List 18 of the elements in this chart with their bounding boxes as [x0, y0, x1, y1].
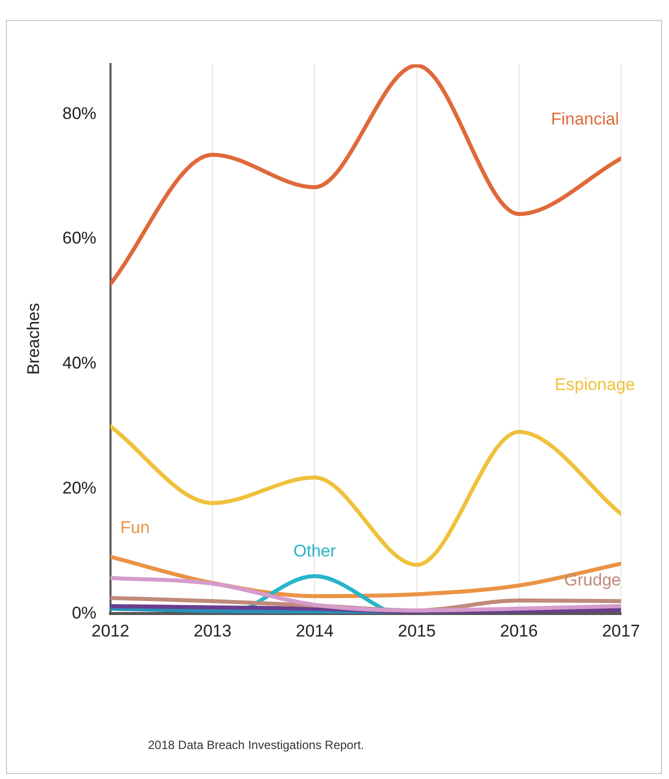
y-tick-label: 20%	[62, 478, 96, 498]
y-tick-label: 60%	[62, 228, 96, 248]
x-tick-label: 2015	[398, 621, 436, 640]
series-label: Financial	[550, 110, 619, 129]
x-tick-label: 2012	[92, 621, 130, 640]
x-tick-label: 2017	[602, 621, 640, 640]
y-axis-title: Breaches	[24, 302, 43, 375]
x-tick-label: 2016	[500, 621, 538, 640]
y-tick-label: 0%	[72, 603, 96, 622]
y-tick-label: 40%	[62, 354, 96, 373]
series-label: Fun	[120, 518, 150, 537]
series-label: Other	[293, 541, 336, 560]
x-tick-label: 2014	[296, 621, 334, 640]
text: Espionage	[554, 374, 635, 394]
text: 2018 Data Breach Investigations Report.	[148, 738, 364, 752]
x-tick-label: 2013	[194, 621, 232, 640]
y-tick-label: 80%	[62, 104, 96, 123]
series-label: Grudge	[564, 570, 621, 590]
